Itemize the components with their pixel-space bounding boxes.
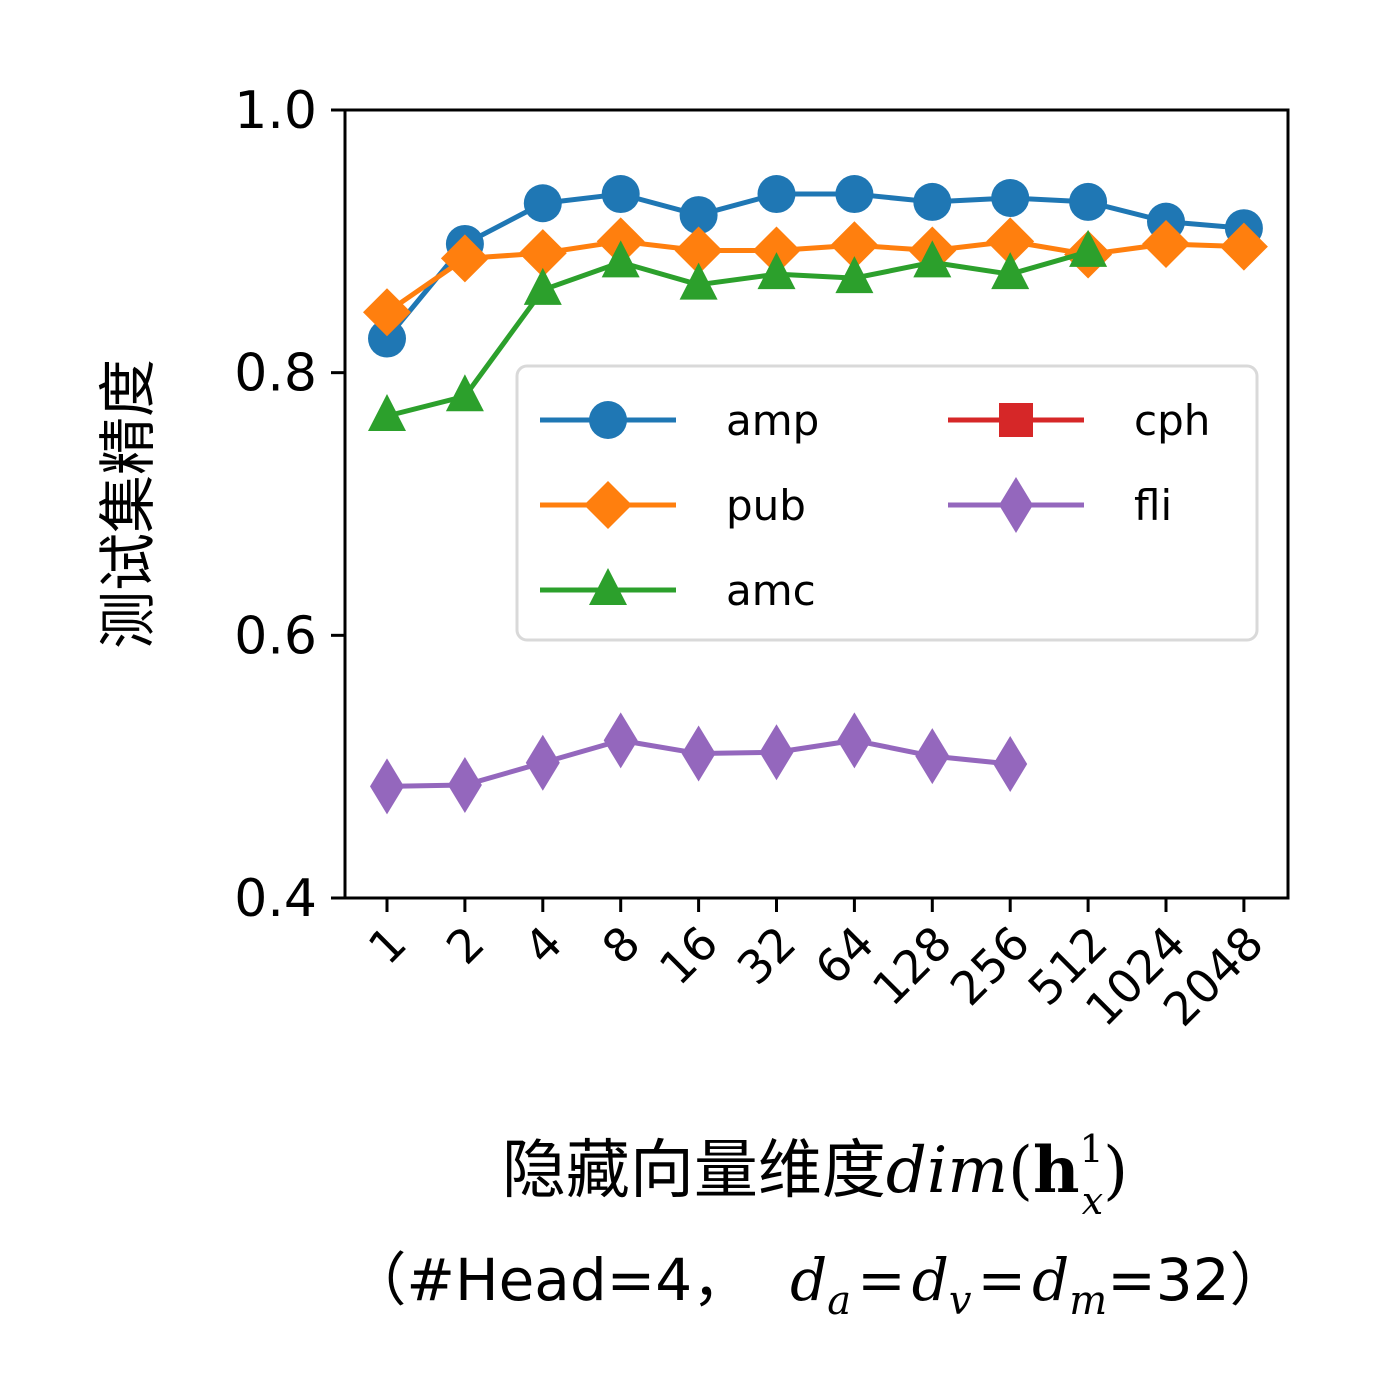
- data-point-pub: [363, 288, 411, 337]
- legend-entry-amp: amp: [540, 396, 819, 445]
- x-label-func: dim: [886, 1134, 1008, 1208]
- data-point-pub: [674, 226, 723, 275]
- data-point-fli: [915, 728, 950, 785]
- data-point-amp: [368, 319, 406, 358]
- legend-box: [515, 364, 1259, 642]
- legend-marker-cph: [999, 403, 1033, 437]
- data-point-amp: [991, 178, 1030, 217]
- x-tick-label: 32: [727, 916, 807, 996]
- x-label2-sub-m: m: [1069, 1278, 1107, 1324]
- data-point-pub: [1219, 222, 1268, 271]
- legend-marker-fli: [999, 477, 1033, 533]
- series-fli: [370, 712, 1028, 815]
- y-tick-label: 0.8: [234, 344, 317, 404]
- data-point-pub: [986, 217, 1035, 266]
- data-point-fli: [603, 712, 638, 769]
- x-label2-sub-v: v: [949, 1278, 972, 1324]
- data-point-fli: [370, 758, 404, 815]
- x-label-arg: h: [1033, 1133, 1080, 1208]
- series-amc: [368, 229, 1108, 432]
- data-point-amp: [523, 184, 562, 223]
- data-point-amc: [445, 374, 484, 412]
- data-point-amc: [991, 252, 1030, 290]
- data-point-pub: [752, 226, 801, 275]
- data-point-amc: [523, 267, 562, 305]
- y-axis-label: 测试集精度: [94, 359, 162, 649]
- x-label2-d-m: d: [1032, 1246, 1069, 1314]
- x-tick-label: 2: [436, 916, 495, 975]
- x-label2-suffix: =32）: [1107, 1246, 1287, 1314]
- legend-entry-fli: fli: [948, 477, 1172, 533]
- x-tick-label: 16: [649, 916, 729, 996]
- legend: amp pub amc cph fli: [515, 364, 1259, 642]
- legend-entry-cph: cph: [948, 396, 1210, 445]
- series-line-amc: [386, 249, 1089, 419]
- series-amp: [368, 175, 1263, 358]
- data-point-amc: [368, 394, 406, 432]
- data-point-amc: [913, 240, 952, 278]
- data-point-amp: [601, 175, 640, 214]
- x-label2-eq1: =: [857, 1246, 906, 1314]
- legend-entry-amc: amc: [540, 566, 816, 615]
- x-label2-d-v: d: [912, 1246, 949, 1314]
- data-point-pub: [1142, 219, 1190, 268]
- data-point-amc: [601, 240, 640, 278]
- x-tick-label: 8: [592, 916, 651, 975]
- data-point-amp: [1069, 182, 1108, 221]
- data-point-amp: [913, 182, 952, 221]
- data-point-fli: [447, 757, 482, 814]
- data-point-pub: [440, 234, 489, 283]
- data-point-amc: [679, 262, 718, 300]
- data-point-fli: [993, 736, 1028, 793]
- x-label2-sub-a: a: [827, 1278, 851, 1324]
- x-axis-label-line2: （#Head=4， da = dv = dm=32）: [348, 1246, 1287, 1324]
- data-point-amc: [757, 252, 796, 290]
- data-point-amp: [757, 175, 796, 214]
- legend-marker-pub: [584, 481, 632, 529]
- legend-label: pub: [726, 481, 806, 530]
- x-label2-eq2: =: [978, 1246, 1027, 1314]
- x-label2-prefix: （#Head=4，: [348, 1246, 750, 1314]
- data-point-amc: [1069, 229, 1108, 267]
- x-label-sup: 1: [1080, 1127, 1104, 1171]
- y-tick-label: 1.0: [234, 81, 317, 141]
- data-point-amc: [835, 256, 874, 294]
- y-tick-label: 0.4: [234, 869, 317, 929]
- legend-label: amp: [726, 396, 819, 445]
- y-axis: 0.4 0.6 0.8 1.0: [234, 81, 345, 929]
- data-point-pub: [518, 229, 567, 278]
- data-point-fli: [837, 712, 872, 769]
- data-point-fli: [525, 734, 560, 791]
- data-point-pub: [830, 221, 879, 270]
- x-label-close-paren: ): [1103, 1134, 1128, 1208]
- data-point-amp: [679, 196, 718, 235]
- x-label-open-paren: (: [1008, 1134, 1033, 1208]
- series-layer: [363, 175, 1268, 815]
- legend-label: fli: [1134, 481, 1172, 530]
- x-axis-label-line1: 隐藏向量维度dim(h1 x): [502, 1127, 1128, 1223]
- x-label-sub: x: [1082, 1179, 1103, 1223]
- legend-label: amc: [726, 566, 816, 615]
- y-tick-label: 0.6: [234, 606, 317, 666]
- legend-label: cph: [1134, 396, 1210, 445]
- x-label2-d-a: d: [790, 1246, 827, 1314]
- x-tick-label: 256: [940, 916, 1040, 1016]
- data-point-fli: [681, 725, 716, 782]
- x-tick-label: 1: [358, 916, 417, 975]
- data-point-amp: [835, 175, 874, 214]
- legend-entry-pub: pub: [540, 481, 806, 530]
- legend-marker-amp: [589, 401, 627, 439]
- x-tick-label: 4: [514, 916, 573, 975]
- legend-marker-amc: [589, 568, 627, 605]
- data-point-fli: [759, 724, 794, 781]
- x-label-prefix: 隐藏向量维度: [502, 1134, 886, 1208]
- x-tick-label: 128: [862, 916, 962, 1016]
